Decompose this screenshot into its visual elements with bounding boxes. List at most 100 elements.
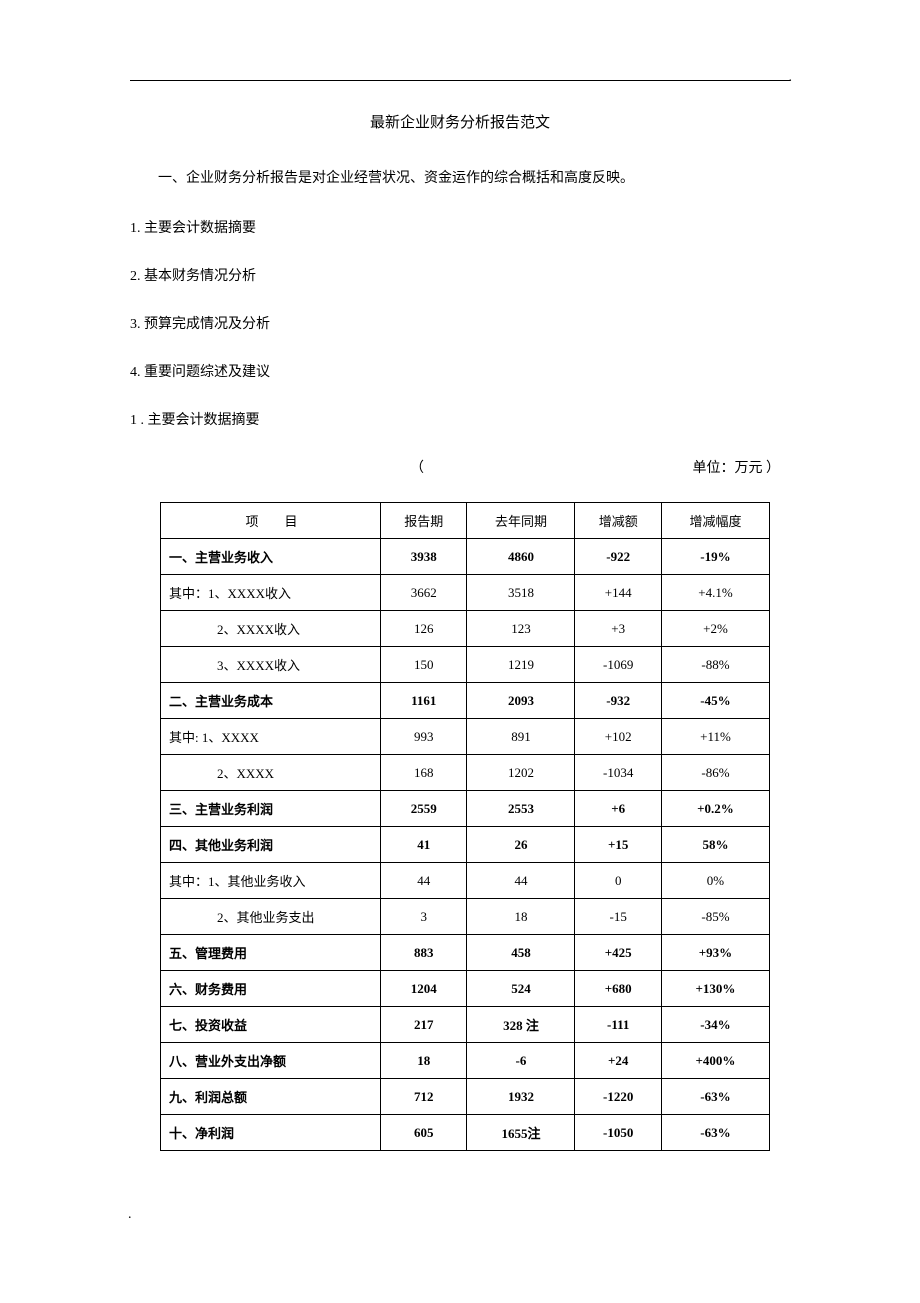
document-title: 最新企业财务分析报告范文 (130, 111, 790, 132)
list-item: 3. 预算完成情况及分析 (130, 313, 790, 333)
table-cell: 1161 (381, 683, 467, 719)
table-cell: +425 (575, 935, 661, 971)
table-cell: 123 (467, 611, 575, 647)
table-row: 九、利润总额7121932-1220-63% (161, 1079, 770, 1115)
table-cell: 26 (467, 827, 575, 863)
table-cell: -86% (661, 755, 769, 791)
table-cell: 126 (381, 611, 467, 647)
unit-line: （ 单位：万元 ） (130, 457, 790, 477)
table-cell: 3938 (381, 539, 467, 575)
list-item: 2. 基本财务情况分析 (130, 265, 790, 285)
table-cell: 2093 (467, 683, 575, 719)
table-cell: 217 (381, 1007, 467, 1043)
table-row: 2、其他业务支出318-15-85% (161, 899, 770, 935)
table-cell: 一、主营业务收入 (161, 539, 381, 575)
financial-table: 项 目 报告期 去年同期 增减额 增减幅度 一、主营业务收入39384860-9… (160, 502, 770, 1151)
table-cell: 六、财务费用 (161, 971, 381, 1007)
table-cell: -19% (661, 539, 769, 575)
table-cell: +2% (661, 611, 769, 647)
table-cell: -1069 (575, 647, 661, 683)
table-cell: +15 (575, 827, 661, 863)
table-cell: 44 (467, 863, 575, 899)
table-cell: 1204 (381, 971, 467, 1007)
table-cell: 三、主营业务利润 (161, 791, 381, 827)
table-cell: 883 (381, 935, 467, 971)
table-cell: +4.1% (661, 575, 769, 611)
table-row: 2、XXXX收入126123+3+2% (161, 611, 770, 647)
col-header-item: 项 目 (161, 503, 381, 539)
table-cell: 3、XXXX收入 (161, 647, 381, 683)
table-row: 八、营业外支出净额18-6+24+400% (161, 1043, 770, 1079)
table-cell: 1932 (467, 1079, 575, 1115)
table-cell: 41 (381, 827, 467, 863)
table-cell: +102 (575, 719, 661, 755)
table-cell: 18 (467, 899, 575, 935)
table-row: 其中：1、其他业务收入444400% (161, 863, 770, 899)
table-cell: -111 (575, 1007, 661, 1043)
table-cell: 2、XXXX (161, 755, 381, 791)
table-cell: 2559 (381, 791, 467, 827)
table-cell: -1050 (575, 1115, 661, 1151)
table-cell: +6 (575, 791, 661, 827)
table-row: 3、XXXX收入1501219-1069-88% (161, 647, 770, 683)
table-cell: 十、净利润 (161, 1115, 381, 1151)
list-item: 1 . 主要会计数据摘要 (130, 409, 790, 429)
table-cell: 3 (381, 899, 467, 935)
table-cell: 712 (381, 1079, 467, 1115)
table-cell: 九、利润总额 (161, 1079, 381, 1115)
table-row: 2、XXXX1681202-1034-86% (161, 755, 770, 791)
table-cell: -6 (467, 1043, 575, 1079)
table-row: 二、主营业务成本11612093-932-45% (161, 683, 770, 719)
table-row: 五、管理费用883458+425+93% (161, 935, 770, 971)
table-cell: 五、管理费用 (161, 935, 381, 971)
table-cell: +130% (661, 971, 769, 1007)
table-cell: +3 (575, 611, 661, 647)
table-cell: +400% (661, 1043, 769, 1079)
table-row: 四、其他业务利润4126+1558% (161, 827, 770, 863)
table-cell: -45% (661, 683, 769, 719)
table-row: 六、财务费用1204524+680+130% (161, 971, 770, 1007)
table-cell: 0 (575, 863, 661, 899)
table-cell: 八、营业外支出净额 (161, 1043, 381, 1079)
table-cell: 18 (381, 1043, 467, 1079)
table-cell: 1655注 (467, 1115, 575, 1151)
table-cell: 1202 (467, 755, 575, 791)
table-cell: +24 (575, 1043, 661, 1079)
table-cell: 58% (661, 827, 769, 863)
table-cell: -88% (661, 647, 769, 683)
table-cell: 七、投资收益 (161, 1007, 381, 1043)
table-cell: 150 (381, 647, 467, 683)
table-row: 三、主营业务利润25592553+6+0.2% (161, 791, 770, 827)
table-cell: 其中：1、XXXX收入 (161, 575, 381, 611)
table-cell: 其中: 1、XXXX (161, 719, 381, 755)
table-cell: -34% (661, 1007, 769, 1043)
table-row: 七、投资收益217328 注-111-34% (161, 1007, 770, 1043)
table-cell: 605 (381, 1115, 467, 1151)
table-cell: 2553 (467, 791, 575, 827)
col-header-lastyear: 去年同期 (467, 503, 575, 539)
table-cell: 2、XXXX收入 (161, 611, 381, 647)
corner-dot-top: . (789, 70, 793, 86)
table-cell: 168 (381, 755, 467, 791)
unit-right: 单位：万元 ） (693, 457, 781, 477)
table-cell: -932 (575, 683, 661, 719)
table-cell: +0.2% (661, 791, 769, 827)
table-cell: 3518 (467, 575, 575, 611)
table-cell: 四、其他业务利润 (161, 827, 381, 863)
table-cell: -63% (661, 1115, 769, 1151)
list-item: 4. 重要问题综述及建议 (130, 361, 790, 381)
intro-paragraph: 一、企业财务分析报告是对企业经营状况、资金运作的综合概括和高度反映。 (130, 167, 790, 187)
table-cell: +680 (575, 971, 661, 1007)
table-cell: 524 (467, 971, 575, 1007)
table-row: 其中：1、XXXX收入36623518+144+4.1% (161, 575, 770, 611)
top-rule (130, 80, 790, 81)
table-cell: 0% (661, 863, 769, 899)
table-cell: -1034 (575, 755, 661, 791)
table-cell: 2、其他业务支出 (161, 899, 381, 935)
table-cell: 458 (467, 935, 575, 971)
table-cell: 3662 (381, 575, 467, 611)
table-cell: 1219 (467, 647, 575, 683)
table-cell: -922 (575, 539, 661, 575)
corner-dot-bottom: . (128, 1207, 132, 1223)
table-cell: -63% (661, 1079, 769, 1115)
